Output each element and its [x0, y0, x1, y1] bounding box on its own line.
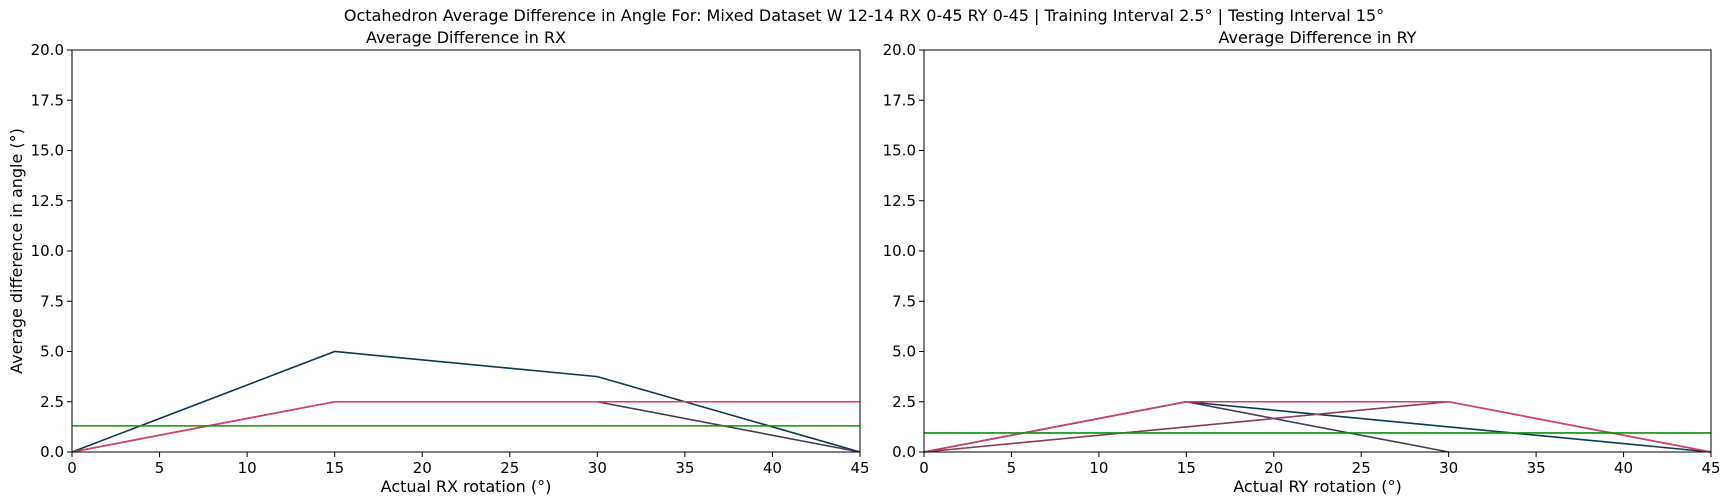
- series-line-1: [71, 350, 861, 453]
- panel-title: Average Difference in RX: [366, 28, 566, 47]
- y-tick-label: 20.0: [31, 41, 64, 59]
- x-tick-label: 15: [325, 459, 344, 477]
- panel-title: Average Difference in RY: [1219, 28, 1417, 47]
- series-line-3: [71, 400, 860, 453]
- rx-panel: 0 5 10 15 20 25 30 35 40 45 0.0 2.5 5.0 7.5 10.0 12.5 15…: [7, 28, 870, 496]
- x-axis-label: Actual RX rotation (°): [381, 477, 552, 496]
- x-tick-label: 45: [850, 459, 869, 477]
- x-tick-label: 35: [1527, 459, 1546, 477]
- y-tick-label: 10.0: [31, 242, 64, 260]
- x-tick-label: 20: [1264, 459, 1283, 477]
- y-tick-label: 0.0: [892, 443, 916, 461]
- series-line-4: [923, 400, 1712, 453]
- x-tick-label: 40: [1614, 459, 1633, 477]
- x-tick-label: 5: [1007, 459, 1017, 477]
- y-axis-label: Average difference in angle (°): [7, 128, 26, 374]
- plot-frame: [71, 49, 861, 453]
- y-tick-label: 15.0: [31, 142, 64, 160]
- x-axis-label: Actual RY rotation (°): [1233, 477, 1401, 496]
- y-tick-label: 2.5: [892, 393, 916, 411]
- x-tick-label: 45: [1701, 459, 1720, 477]
- y-tick-label: 5.0: [40, 343, 64, 361]
- x-tick-label: 0: [919, 459, 929, 477]
- y-tick-label: 20.0: [883, 41, 916, 59]
- x-tick-label: 10: [1089, 459, 1108, 477]
- plot-frame: [923, 49, 1712, 453]
- y-tick-label: 12.5: [883, 192, 916, 210]
- x-tick-label: 20: [413, 459, 432, 477]
- y-tick-label: 7.5: [892, 292, 916, 310]
- x-tick-label: 30: [588, 459, 607, 477]
- y-tick-label: 17.5: [883, 91, 916, 109]
- y-tick-label: 15.0: [883, 142, 916, 160]
- x-tick-label: 15: [1177, 459, 1196, 477]
- y-tick-label: 5.0: [892, 343, 916, 361]
- x-tick-label: 0: [67, 459, 77, 477]
- y-tick-label: 7.5: [40, 292, 64, 310]
- x-tick-label: 25: [500, 459, 519, 477]
- y-tick-label: 12.5: [31, 192, 64, 210]
- x-tick-label: 30: [1439, 459, 1458, 477]
- x-tick-label: 25: [1352, 459, 1371, 477]
- series-line-2: [71, 400, 861, 453]
- y-tick-label: 17.5: [31, 91, 64, 109]
- y-tick-label: 10.0: [883, 242, 916, 260]
- x-tick-label: 10: [238, 459, 257, 477]
- x-tick-label: 40: [763, 459, 782, 477]
- ry-panel: 0 5 10 15 20 25 30 35 40 45 0.0 2.5 5.0 7.5 10.0 12.5 15…: [883, 28, 1721, 496]
- y-tick-label: 2.5: [40, 393, 64, 411]
- x-tick-label: 5: [155, 459, 165, 477]
- figure-title: Octahedron Average Difference in Angle F…: [343, 6, 1385, 25]
- x-tick-label: 35: [675, 459, 694, 477]
- y-tick-label: 0.0: [40, 443, 64, 461]
